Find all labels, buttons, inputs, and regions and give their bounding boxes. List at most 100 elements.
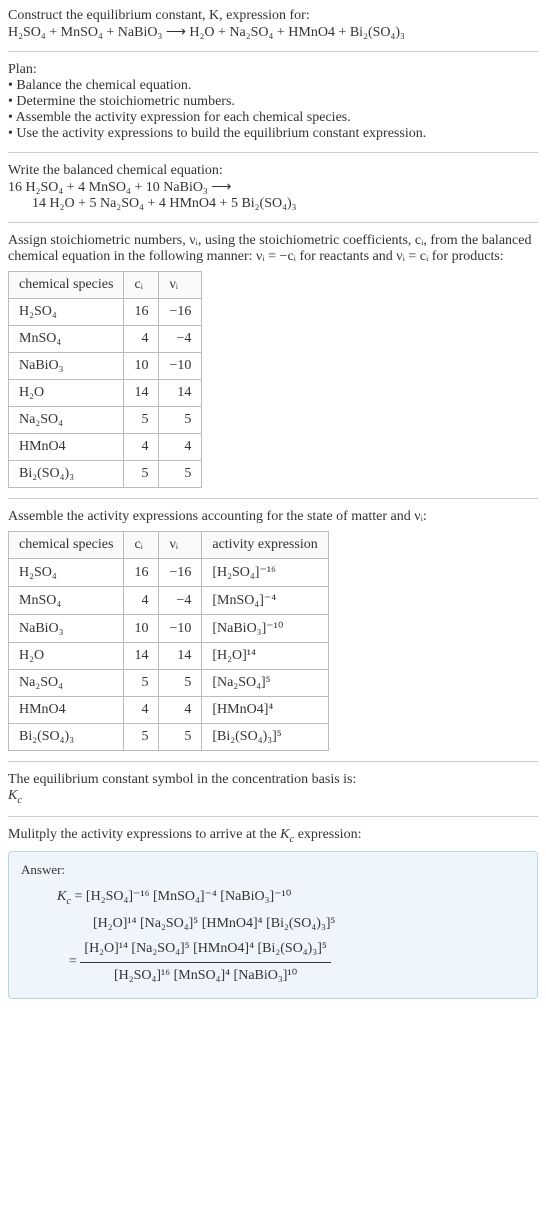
- cell: 4: [159, 434, 202, 461]
- cell: 5: [159, 670, 202, 697]
- table-row: H₂O1414: [9, 380, 202, 407]
- cell: H₂SO₄: [9, 559, 124, 587]
- cell: −16: [159, 559, 202, 587]
- balanced-heading: Write the balanced chemical equation:: [8, 163, 538, 179]
- kc-part1: [H₂SO₄]⁻¹⁶ [MnSO₄]⁻⁴ [NaBiO₃]⁻¹⁰: [86, 889, 291, 904]
- table-header-row: chemical species cᵢ νᵢ: [9, 272, 202, 299]
- cell: [MnSO₄]⁻⁴: [202, 587, 328, 615]
- cell: [Bi₂(SO₄)₃]⁵: [202, 724, 328, 751]
- eq-symbol-block: The equilibrium constant symbol in the c…: [8, 772, 538, 806]
- balanced-line1: 16 H₂SO₄ + 4 MnSO₄ + 10 NaBiO₃ ⟶: [8, 179, 538, 196]
- cell: HMnO4: [9, 697, 124, 724]
- cell: 5: [124, 461, 159, 488]
- cell: −16: [159, 299, 202, 326]
- cell: 5: [159, 724, 202, 751]
- assign-text: Assign stoichiometric numbers, νᵢ, using…: [8, 233, 538, 265]
- cell: 14: [124, 643, 159, 670]
- cell: MnSO₄: [9, 326, 124, 353]
- cell: 5: [124, 407, 159, 434]
- cell: 16: [124, 299, 159, 326]
- cell: 10: [124, 615, 159, 643]
- cell: H₂O: [9, 380, 124, 407]
- cell: 4: [159, 697, 202, 724]
- answer-box: Answer: Kc = [H₂SO₄]⁻¹⁶ [MnSO₄]⁻⁴ [NaBiO…: [8, 851, 538, 999]
- table-row: Bi₂(SO₄)₃55: [9, 461, 202, 488]
- col-vi: νᵢ: [159, 532, 202, 559]
- table-row: Na₂SO₄55: [9, 407, 202, 434]
- cell: 5: [159, 461, 202, 488]
- stoich-table: chemical species cᵢ νᵢ H₂SO₄16−16 MnSO₄4…: [8, 271, 202, 488]
- divider: [8, 498, 538, 499]
- table-row: MnSO₄4−4[MnSO₄]⁻⁴: [9, 587, 329, 615]
- intro-line1: Construct the equilibrium constant, K, e…: [8, 8, 538, 24]
- activity-heading: Assemble the activity expressions accoun…: [8, 509, 538, 525]
- table-row: HMnO444: [9, 434, 202, 461]
- cell: Bi₂(SO₄)₃: [9, 724, 124, 751]
- col-species: chemical species: [9, 532, 124, 559]
- cell: −4: [159, 326, 202, 353]
- balanced-line2: 14 H₂O + 5 Na₂SO₄ + 4 HMnO4 + 5 Bi₂(SO₄)…: [8, 196, 538, 212]
- cell: [H₂SO₄]⁻¹⁶: [202, 559, 328, 587]
- cell: 5: [124, 670, 159, 697]
- kc-fraction-line: = [H₂O]¹⁴ [Na₂SO₄]⁵ [HMnO4]⁴ [Bi₂(SO₄)₃]…: [21, 936, 525, 987]
- col-ci: cᵢ: [124, 532, 159, 559]
- plan-item: • Balance the chemical equation.: [8, 78, 538, 94]
- kc-fraction: [H₂O]¹⁴ [Na₂SO₄]⁵ [HMnO4]⁴ [Bi₂(SO₄)₃]⁵ …: [80, 936, 330, 987]
- cell: 14: [124, 380, 159, 407]
- cell: 4: [124, 434, 159, 461]
- divider: [8, 152, 538, 153]
- table-row: H₂SO₄16−16[H₂SO₄]⁻¹⁶: [9, 559, 329, 587]
- cell: H₂O: [9, 643, 124, 670]
- eq-symbol-line1: The equilibrium constant symbol in the c…: [8, 772, 538, 788]
- plan-block: Plan: • Balance the chemical equation. •…: [8, 62, 538, 142]
- cell: 14: [159, 643, 202, 670]
- intro-equation: H₂SO₄ + MnSO₄ + NaBiO₃ ⟶ H₂O + Na₂SO₄ + …: [8, 24, 538, 41]
- cell: −10: [159, 615, 202, 643]
- table-row: NaBiO₃10−10[NaBiO₃]⁻¹⁰: [9, 615, 329, 643]
- table-row: MnSO₄4−4: [9, 326, 202, 353]
- cell: NaBiO₃: [9, 353, 124, 380]
- cell: HMnO4: [9, 434, 124, 461]
- divider: [8, 816, 538, 817]
- frac-numerator: [H₂O]¹⁴ [Na₂SO₄]⁵ [HMnO4]⁴ [Bi₂(SO₄)₃]⁵: [80, 936, 330, 962]
- cell: 4: [124, 697, 159, 724]
- balanced-block: Write the balanced chemical equation: 16…: [8, 163, 538, 212]
- cell: NaBiO₃: [9, 615, 124, 643]
- cell: [NaBiO₃]⁻¹⁰: [202, 615, 328, 643]
- divider: [8, 222, 538, 223]
- cell: 5: [159, 407, 202, 434]
- cell: [H₂O]¹⁴: [202, 643, 328, 670]
- kc-part2: [H₂O]¹⁴ [Na₂SO₄]⁵ [HMnO4]⁴ [Bi₂(SO₄)₃]⁵: [93, 916, 335, 931]
- kc-expression: Kc = [H₂SO₄]⁻¹⁶ [MnSO₄]⁻⁴ [NaBiO₃]⁻¹⁰: [21, 884, 525, 912]
- plan-item: • Determine the stoichiometric numbers.: [8, 94, 538, 110]
- col-species: chemical species: [9, 272, 124, 299]
- col-activity: activity expression: [202, 532, 328, 559]
- activity-block: Assemble the activity expressions accoun…: [8, 509, 538, 751]
- col-ci: cᵢ: [124, 272, 159, 299]
- cell: 14: [159, 380, 202, 407]
- cell: [Na₂SO₄]⁵: [202, 670, 328, 697]
- table-row: NaBiO₃10−10: [9, 353, 202, 380]
- cell: −10: [159, 353, 202, 380]
- table-row: Na₂SO₄55[Na₂SO₄]⁵: [9, 670, 329, 697]
- intro-text: Construct the equilibrium constant, K, e…: [8, 8, 310, 23]
- table-row: Bi₂(SO₄)₃55[Bi₂(SO₄)₃]⁵: [9, 724, 329, 751]
- cell: Na₂SO₄: [9, 670, 124, 697]
- cell: −4: [159, 587, 202, 615]
- cell: 4: [124, 326, 159, 353]
- cell: 5: [124, 724, 159, 751]
- cell: MnSO₄: [9, 587, 124, 615]
- eq-symbol-line2: Kc: [8, 788, 538, 806]
- multiply-block: Mulitply the activity expressions to arr…: [8, 827, 538, 999]
- table-header-row: chemical species cᵢ νᵢ activity expressi…: [9, 532, 329, 559]
- kc-part2-line: [H₂O]¹⁴ [Na₂SO₄]⁵ [HMnO4]⁴ [Bi₂(SO₄)₃]⁵: [21, 911, 525, 936]
- divider: [8, 51, 538, 52]
- assign-block: Assign stoichiometric numbers, νᵢ, using…: [8, 233, 538, 488]
- activity-table: chemical species cᵢ νᵢ activity expressi…: [8, 531, 329, 751]
- cell: Bi₂(SO₄)₃: [9, 461, 124, 488]
- cell: 16: [124, 559, 159, 587]
- table-row: H₂SO₄16−16: [9, 299, 202, 326]
- cell: 10: [124, 353, 159, 380]
- plan-heading: Plan:: [8, 62, 538, 78]
- table-row: H₂O1414[H₂O]¹⁴: [9, 643, 329, 670]
